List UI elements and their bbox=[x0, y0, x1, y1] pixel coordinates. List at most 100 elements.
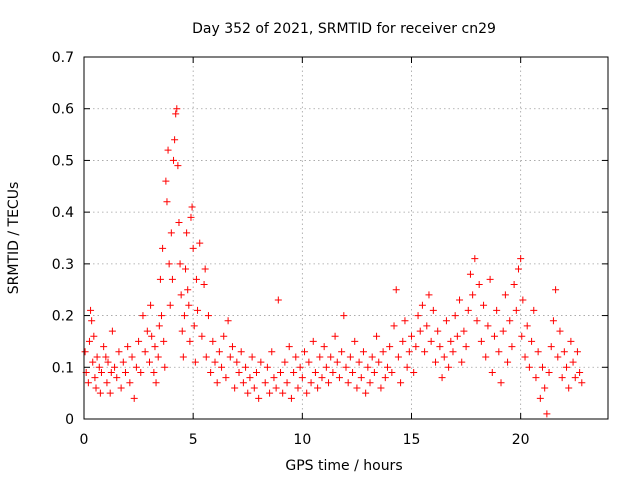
data-point bbox=[204, 312, 212, 320]
data-point bbox=[456, 296, 464, 304]
data-point bbox=[128, 353, 136, 361]
data-point bbox=[375, 358, 383, 366]
data-point bbox=[175, 218, 183, 226]
data-point bbox=[85, 337, 93, 345]
data-point bbox=[506, 317, 514, 325]
data-point bbox=[270, 374, 278, 382]
data-point bbox=[139, 312, 147, 320]
data-point bbox=[154, 353, 162, 361]
data-points bbox=[81, 105, 586, 418]
data-point bbox=[244, 389, 252, 397]
data-point bbox=[335, 374, 343, 382]
data-point bbox=[190, 322, 198, 330]
data-point bbox=[215, 348, 223, 356]
data-point bbox=[242, 363, 250, 371]
data-point bbox=[408, 332, 415, 340]
data-point bbox=[471, 255, 479, 263]
data-point bbox=[281, 358, 289, 366]
data-point bbox=[272, 384, 280, 392]
data-point bbox=[388, 368, 396, 376]
data-point bbox=[565, 384, 573, 392]
data-point bbox=[576, 368, 584, 376]
data-point bbox=[338, 348, 346, 356]
data-point bbox=[440, 353, 448, 361]
data-point bbox=[209, 337, 217, 345]
data-point bbox=[364, 363, 372, 371]
data-point bbox=[285, 343, 293, 351]
data-point bbox=[563, 363, 571, 371]
data-point bbox=[342, 363, 350, 371]
data-point bbox=[178, 327, 186, 335]
data-point bbox=[458, 358, 466, 366]
data-point bbox=[309, 337, 317, 345]
data-point bbox=[501, 291, 509, 299]
data-point bbox=[171, 136, 179, 144]
data-point bbox=[298, 374, 306, 382]
data-point bbox=[107, 368, 115, 376]
data-point bbox=[477, 337, 485, 345]
data-point bbox=[523, 322, 531, 330]
data-point bbox=[569, 358, 577, 366]
data-point bbox=[224, 317, 232, 325]
data-point bbox=[126, 379, 134, 387]
data-point bbox=[519, 296, 527, 304]
data-point bbox=[466, 270, 474, 278]
data-point bbox=[412, 343, 420, 351]
data-point bbox=[517, 255, 525, 263]
data-point bbox=[418, 301, 426, 309]
data-point bbox=[510, 281, 518, 289]
data-point bbox=[490, 332, 498, 340]
data-point bbox=[263, 363, 271, 371]
data-point bbox=[84, 379, 92, 387]
data-point bbox=[164, 146, 172, 154]
data-point bbox=[508, 343, 516, 351]
data-point bbox=[113, 374, 121, 382]
data-point bbox=[353, 384, 361, 392]
data-point bbox=[180, 312, 188, 320]
data-point bbox=[534, 348, 542, 356]
data-point bbox=[536, 394, 544, 402]
data-point bbox=[266, 389, 274, 397]
data-point bbox=[436, 343, 444, 351]
data-point bbox=[475, 281, 483, 289]
data-point bbox=[246, 374, 254, 382]
data-point bbox=[88, 317, 96, 325]
data-point bbox=[383, 363, 391, 371]
data-point bbox=[97, 368, 105, 376]
data-point bbox=[143, 327, 151, 335]
data-point bbox=[183, 229, 191, 237]
data-point bbox=[188, 203, 196, 211]
y-tick-label: 0 bbox=[65, 412, 74, 428]
data-point bbox=[81, 348, 89, 356]
data-point bbox=[277, 368, 284, 376]
data-point bbox=[525, 363, 533, 371]
data-point bbox=[397, 379, 405, 387]
data-point bbox=[432, 358, 440, 366]
data-point bbox=[158, 312, 166, 320]
data-point bbox=[543, 410, 551, 418]
y-tick-label: 0.7 bbox=[52, 50, 74, 66]
data-point bbox=[340, 312, 348, 320]
data-point bbox=[549, 317, 557, 325]
data-point bbox=[167, 229, 175, 237]
data-point bbox=[331, 332, 339, 340]
data-point bbox=[168, 275, 176, 283]
y-tick-label: 0.4 bbox=[52, 205, 74, 221]
data-point bbox=[231, 384, 239, 392]
data-point bbox=[279, 389, 287, 397]
data-point bbox=[150, 368, 158, 376]
data-point bbox=[392, 286, 400, 294]
tick-labels: 0 5 10 15 20 0 0.1 0.2 0.3 0.4 0.5 0.6 0.7 bbox=[52, 50, 530, 448]
data-point bbox=[346, 353, 354, 361]
data-point bbox=[115, 348, 123, 356]
data-point bbox=[111, 363, 119, 371]
data-point bbox=[235, 368, 243, 376]
data-point bbox=[189, 244, 197, 252]
data-point bbox=[362, 389, 370, 397]
plot-frame bbox=[83, 56, 609, 420]
data-point bbox=[100, 343, 108, 351]
data-point bbox=[379, 348, 387, 356]
data-point bbox=[132, 363, 140, 371]
data-point bbox=[93, 353, 101, 361]
data-point bbox=[151, 343, 159, 351]
